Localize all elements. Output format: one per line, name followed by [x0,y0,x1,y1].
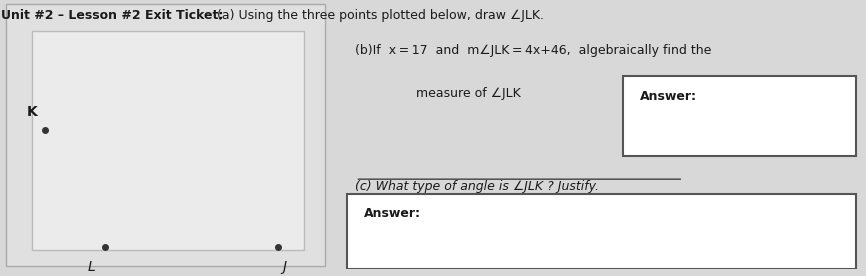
Text: (b)If  x = 17  and  m∠JLK = 4x+46,  algebraically find the: (b)If x = 17 and m∠JLK = 4x+46, algebrai… [355,44,712,57]
Text: (a) Using the three points plotted below, draw ∠JLK.: (a) Using the three points plotted below… [213,9,544,22]
Text: Answer:: Answer: [640,90,697,103]
FancyBboxPatch shape [346,194,856,269]
Text: Answer:: Answer: [364,207,421,220]
Text: (c) What type of angle is ∠JLK ? Justify.: (c) What type of angle is ∠JLK ? Justify… [355,181,599,193]
FancyBboxPatch shape [31,31,303,250]
Text: J: J [282,260,287,274]
Text: Unit #2 – Lesson #2 Exit Ticket:: Unit #2 – Lesson #2 Exit Ticket: [2,9,223,22]
Text: K: K [27,105,38,119]
FancyBboxPatch shape [6,4,325,266]
Text: L: L [87,260,95,274]
Text: measure of ∠JLK: measure of ∠JLK [416,87,520,100]
FancyBboxPatch shape [623,76,856,156]
